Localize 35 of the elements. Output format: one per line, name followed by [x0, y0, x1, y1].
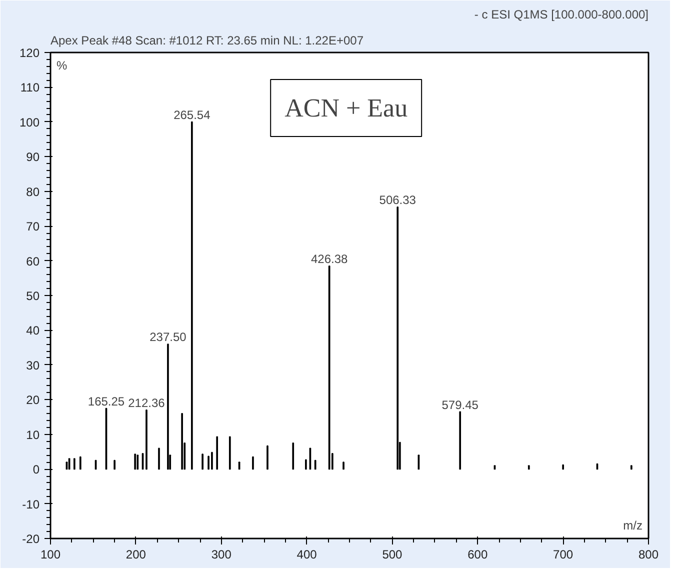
- y-tick-label: 10: [26, 428, 40, 442]
- y-tick-label: 90: [26, 150, 40, 164]
- x-tick-label: 800: [638, 548, 659, 562]
- y-tick-label: -20: [22, 532, 40, 546]
- chart-subtitle: - c ESI Q1MS [100.000-800.000]: [474, 8, 649, 22]
- annotation: 165.25: [88, 394, 125, 408]
- y-tick-label: 70: [26, 220, 40, 234]
- y-tick-label: 80: [26, 184, 40, 199]
- annotation: 506.33: [379, 192, 416, 207]
- y-tick-label: 110: [20, 80, 40, 95]
- chart-title: Apex Peak #48 Scan: #1012 RT: 23.65 min NL: 1.22E+007: [50, 34, 364, 48]
- y-axis-title: %: [56, 58, 68, 72]
- annotation: 265.54: [174, 108, 211, 122]
- annotation: ACN + Eau: [284, 94, 408, 123]
- y-tick-label: -10: [22, 497, 40, 512]
- x-tick-label: 500: [382, 548, 403, 562]
- annotation: 237.50: [150, 330, 187, 344]
- x-tick-label: 200: [126, 548, 146, 562]
- y-tick-label: 20: [26, 393, 40, 408]
- annotation: 579.45: [442, 398, 479, 412]
- x-tick-label: 700: [553, 548, 574, 562]
- x-tick-label: 600: [468, 548, 488, 562]
- annotation: 426.38: [310, 252, 348, 266]
- x-tick-label: 100: [40, 548, 61, 562]
- y-tick-label: 100: [19, 115, 40, 130]
- y-tick-label: 30: [26, 358, 40, 372]
- y-tick-label: 50: [26, 289, 40, 303]
- y-tick-label: 0: [32, 462, 40, 477]
- y-tick-label: 40: [26, 324, 40, 338]
- y-tick-label: 120: [19, 46, 40, 60]
- x-axis-title: m/z: [623, 518, 643, 532]
- x-tick-label: 400: [296, 548, 318, 562]
- annotation: 212.36: [128, 396, 166, 410]
- x-tick-label: 300: [211, 548, 232, 562]
- y-tick-label: 60: [26, 254, 40, 268]
